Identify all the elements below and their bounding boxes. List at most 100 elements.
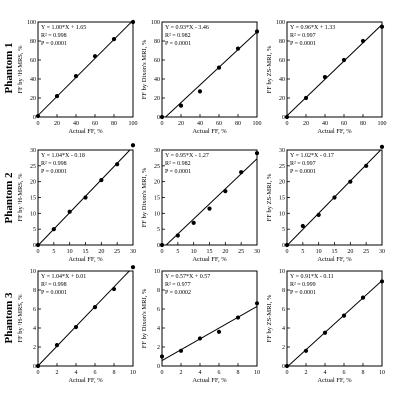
data-point (348, 179, 353, 184)
r-squared-label: R² = 0.982 (165, 33, 191, 39)
data-point (73, 324, 79, 330)
p-value-label: P = 0.0001 (290, 169, 316, 175)
data-point (322, 330, 328, 335)
y-tick-label: 40 (30, 77, 36, 83)
y-tick-label: 40 (279, 77, 285, 83)
x-tick-label: 4 (324, 370, 327, 376)
p-value-label: P = 0.0001 (290, 41, 316, 47)
x-axis-label: Actual FF, % (68, 377, 103, 384)
data-point (216, 65, 222, 70)
data-point (130, 265, 136, 270)
y-tick-label: 10 (154, 211, 160, 217)
y-tick-label: 4 (282, 326, 285, 332)
y-tick-label: 6 (33, 307, 36, 313)
x-tick-label: 10 (130, 370, 136, 376)
data-point (254, 301, 260, 306)
data-point (332, 195, 337, 200)
data-point (360, 38, 366, 44)
regression-line (165, 31, 258, 118)
scatter-panel-1: 0 20 40 60 80 100 0 20 40 60 80 100 Y = 1.00*X + 1.6… (17, 19, 138, 135)
y-tick-label: 10 (154, 269, 160, 275)
x-tick-label: 15 (83, 249, 89, 255)
y-axis-label: FF by ¹H-MRS, % (17, 173, 24, 222)
x-tick-label: 20 (54, 121, 60, 127)
y-tick-label: 60 (154, 58, 160, 64)
x-axis-label: Actual FF, % (68, 128, 103, 135)
plot-frame (286, 270, 383, 367)
regression-equation: Y = 0.57*X + 0.57 (165, 274, 210, 280)
y-axis-label: FF by ¹H-MRS, % (17, 45, 24, 94)
p-value-label: P = 0.0001 (41, 41, 67, 47)
y-tick-label: 8 (282, 288, 285, 294)
data-point (35, 113, 41, 119)
regression-equation: Y = 0.96*X + 1.33 (290, 25, 335, 31)
data-point (303, 348, 309, 353)
x-tick-label: 20 (347, 249, 353, 255)
x-tick-label: 25 (363, 249, 369, 255)
y-tick-label: 20 (30, 96, 36, 102)
x-tick-label: 10 (316, 249, 322, 255)
r-squared-label: R² = 0.998 (41, 33, 67, 39)
y-tick-label: 30 (279, 148, 285, 154)
y-tick-label: 100 (151, 20, 160, 26)
y-tick-label: 0 (157, 115, 160, 121)
data-point (159, 242, 165, 248)
y-axis-label: FF by ZS-MRI, % (266, 45, 273, 93)
data-point (111, 37, 117, 42)
data-point (284, 242, 290, 248)
r-squared-label: R² = 0.998 (41, 282, 67, 288)
data-point (92, 305, 98, 310)
p-value-label: P = 0.0001 (290, 290, 316, 296)
r-squared-label: R² = 0.998 (41, 161, 67, 167)
data-point (364, 163, 369, 168)
x-tick-label: 40 (197, 121, 203, 127)
data-point (159, 354, 165, 359)
x-axis-label: Actual FF, % (317, 256, 352, 263)
y-axis-label: FF by Dixon's MRI, % (141, 39, 148, 99)
regression-line (287, 280, 383, 367)
y-tick-label: 6 (157, 307, 160, 313)
data-point (341, 313, 347, 318)
r-squared-label: R² = 0.977 (165, 282, 191, 288)
y-axis-label: FF by ¹H-MRS, % (17, 294, 24, 343)
x-tick-label: 20 (303, 121, 309, 127)
scatter-panel-2: 0 20 40 60 80 100 0 20 40 60 80 100 Y = 0.93*X - 3.4… (141, 20, 262, 135)
row-label-phantom-2: Phantom 2 (3, 172, 15, 224)
y-tick-label: 2 (157, 345, 160, 351)
x-tick-label: 100 (378, 121, 387, 127)
x-tick-label: 80 (111, 121, 117, 127)
data-point (35, 363, 41, 369)
y-tick-label: 25 (154, 164, 160, 170)
y-tick-label: 0 (282, 364, 285, 370)
r-squared-label: R² = 0.982 (165, 161, 191, 167)
p-value-label: P = 0.0002 (165, 290, 191, 296)
y-tick-label: 25 (30, 164, 36, 170)
y-tick-label: 4 (157, 326, 160, 332)
x-axis-label: Actual FF, % (68, 256, 103, 263)
y-tick-label: 30 (154, 148, 160, 154)
regression-equation: Y = 1.04*X - 0.18 (41, 153, 85, 159)
y-tick-label: 60 (30, 58, 36, 64)
data-point (379, 144, 385, 149)
data-point (115, 162, 120, 167)
y-tick-label: 20 (154, 96, 160, 102)
x-tick-label: 60 (341, 121, 347, 127)
x-axis-label: Actual FF, % (317, 128, 352, 135)
x-tick-label: 0 (37, 121, 40, 127)
p-value-label: P = 0.0001 (41, 290, 67, 296)
r-squared-label: R² = 0.997 (290, 161, 316, 167)
data-point (303, 95, 309, 101)
x-tick-label: 6 (343, 370, 346, 376)
x-tick-label: 10 (191, 249, 197, 255)
data-point (254, 29, 260, 34)
data-point (178, 348, 184, 353)
x-tick-label: 0 (286, 121, 289, 127)
x-tick-label: 0 (161, 370, 164, 376)
data-point (235, 315, 241, 320)
data-point (111, 286, 117, 292)
regression-line (37, 270, 130, 367)
data-point (254, 151, 260, 156)
x-tick-label: 2 (180, 370, 183, 376)
x-tick-label: 15 (332, 249, 338, 255)
